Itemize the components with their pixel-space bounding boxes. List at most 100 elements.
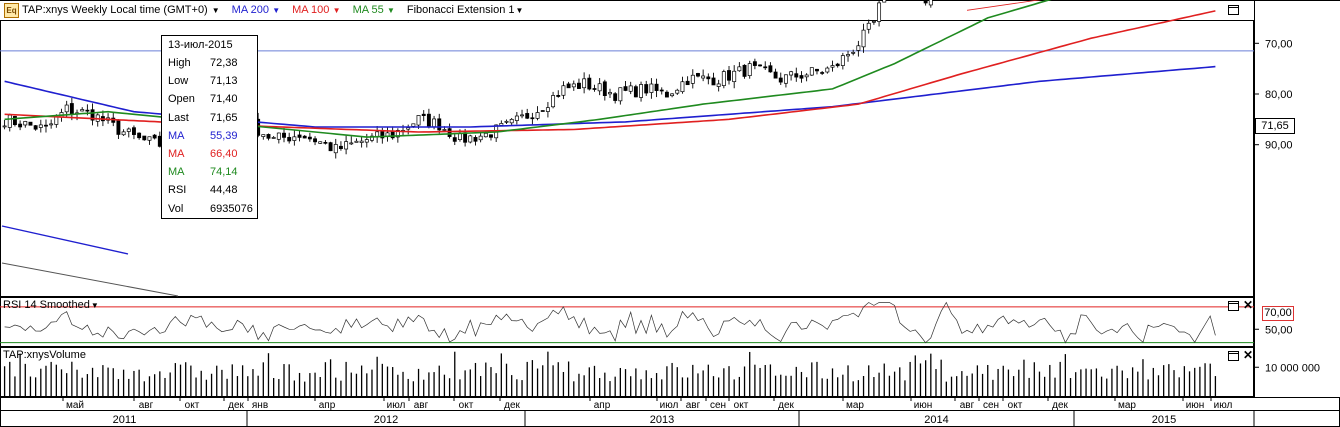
trend-line-gray <box>1 262 179 297</box>
ma100-legend[interactable]: MA 100 ▼ <box>292 4 340 16</box>
candle-body <box>928 0 933 6</box>
info-label: High <box>168 57 191 69</box>
candle-body <box>613 93 618 101</box>
month-label: июн <box>1186 400 1205 411</box>
volume-pane-label[interactable]: TAP:xnysVolume <box>3 349 86 361</box>
price-tick-label: 70,00 <box>1265 38 1293 50</box>
equity-icon: Eq <box>4 2 19 18</box>
candle-body <box>85 109 90 112</box>
trend-line-blue <box>1 225 129 255</box>
candle-body <box>618 87 623 102</box>
candle-body <box>147 136 152 141</box>
candle-body <box>7 114 12 128</box>
candle-body <box>359 140 364 143</box>
fibonacci-legend[interactable]: Fibonacci Extension 1▼ <box>407 4 524 16</box>
candle-body <box>64 104 69 113</box>
ma55-label: MA 55 <box>352 4 384 16</box>
candle-body <box>364 139 369 143</box>
month-label: июн <box>914 400 933 411</box>
info-value: 44,48 <box>210 184 238 197</box>
candle-body <box>307 136 312 140</box>
candle-body <box>737 66 742 72</box>
ma55-legend[interactable]: MA 55 ▼ <box>353 4 395 16</box>
candle-body <box>80 109 85 112</box>
candle-body <box>483 132 488 138</box>
candle-body <box>54 116 59 125</box>
candle-body <box>292 136 297 141</box>
candle-body <box>923 0 928 4</box>
info-label: Vol <box>168 202 184 215</box>
candle-body <box>608 92 612 95</box>
candle-body <box>742 64 747 77</box>
info-label: MA <box>168 148 185 160</box>
maximize-volume-pane-button[interactable] <box>1228 351 1239 361</box>
info-label: MA <box>168 166 185 179</box>
candle-body <box>623 86 628 91</box>
candle-body <box>649 83 654 93</box>
candle-body <box>587 77 592 90</box>
price-tick-label: 90,00 <box>1265 140 1293 152</box>
info-label: Last <box>168 111 189 124</box>
candle-body <box>778 77 783 83</box>
month-label: июл <box>660 400 679 411</box>
candle-body <box>696 73 700 77</box>
info-value: 66,40 <box>210 148 238 160</box>
close-rsi-pane-icon[interactable]: ✕ <box>1243 298 1254 312</box>
candle-body <box>551 95 556 108</box>
ma200-legend[interactable]: MA 200 ▼ <box>232 4 280 16</box>
info-value: 71,13 <box>210 75 238 88</box>
candle-body <box>44 124 48 127</box>
year-label: 2012 <box>374 414 398 426</box>
candle-body <box>882 0 887 3</box>
candle-body <box>727 70 731 81</box>
candle-body <box>395 130 400 138</box>
candle-body <box>33 125 38 130</box>
candle-body <box>126 128 131 132</box>
rsi-tick-label: 50,00 <box>1265 324 1293 336</box>
candle-body <box>877 2 882 22</box>
candle-body <box>287 137 292 142</box>
month-label: дек <box>1052 400 1068 411</box>
candle-body <box>2 125 7 128</box>
maximize-rsi-pane-button[interactable] <box>1228 301 1239 311</box>
candle-body <box>602 81 607 97</box>
year-label: 2011 <box>113 414 137 426</box>
candle-body <box>416 115 421 126</box>
symbol-selector[interactable]: Eq TAP:xnys Weekly Local time (GMT+0) ▼ <box>4 2 220 18</box>
close-volume-pane-icon[interactable]: ✕ <box>1243 348 1254 362</box>
chevron-down-icon: ▼ <box>515 6 524 15</box>
info-row-ma: MA 66,40 <box>168 145 238 163</box>
candle-body <box>685 80 690 86</box>
candle-body <box>525 113 530 119</box>
ma100-label: MA 100 <box>292 4 330 16</box>
candle-body <box>763 66 768 69</box>
info-value: 71,65 <box>210 111 238 124</box>
month-label: окт <box>459 400 474 411</box>
candle-body <box>23 121 28 126</box>
month-label: апр <box>319 400 336 411</box>
month-label: июл <box>1214 400 1233 411</box>
chevron-down-icon: ▼ <box>269 6 281 15</box>
candle-body <box>804 74 809 78</box>
candle-body <box>535 112 540 119</box>
maximize-price-pane-button[interactable] <box>1228 5 1239 15</box>
candle-body <box>28 121 33 126</box>
candle-body <box>639 84 643 98</box>
candle-body <box>509 118 514 124</box>
fibonacci-label: Fibonacci Extension 1 <box>406 4 515 16</box>
info-label: RSI <box>168 184 187 197</box>
rsi-pane-label[interactable]: RSI 14 Smoothed▼ <box>3 299 99 311</box>
candle-body <box>328 142 333 152</box>
candle-body <box>323 141 328 144</box>
candle-body <box>846 54 850 57</box>
month-label: авг <box>686 400 701 411</box>
candle-body <box>131 127 136 135</box>
candle-body <box>406 127 411 130</box>
info-row-vol: Vol 6935076 <box>168 200 253 218</box>
candle-body <box>540 110 545 112</box>
volume-pane-frame <box>0 347 1254 397</box>
info-row-last: Last 71,65 <box>168 109 238 127</box>
candle-body <box>825 67 830 73</box>
price-pane-frame <box>0 20 1254 297</box>
